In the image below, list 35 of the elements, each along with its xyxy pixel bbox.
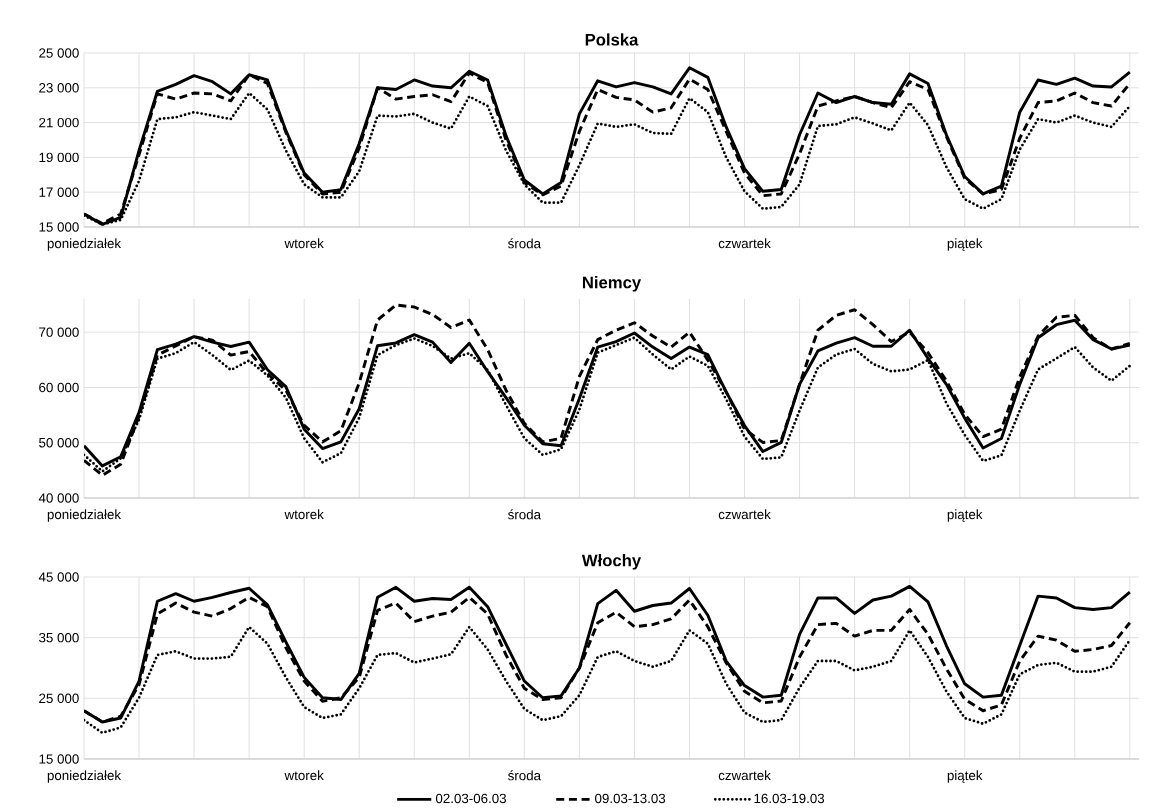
- x-tick-label: czwartek: [718, 238, 771, 249]
- chart-title: Polska: [585, 33, 639, 46]
- y-tick-label: 45 000: [38, 572, 79, 582]
- y-tick-label: 50 000: [39, 438, 79, 448]
- y-tick-label: 35 000: [39, 632, 79, 643]
- x-tick-label: czwartek: [718, 509, 771, 520]
- x-tick-label: wtorek: [284, 770, 324, 781]
- x-tick-label: środa: [508, 509, 542, 520]
- x-tick-label: poniedziałek: [47, 238, 122, 251]
- y-tick-label: 15 000: [39, 222, 79, 232]
- x-tick-label: poniedziałek: [47, 509, 122, 522]
- x-tick-label: piątek: [947, 509, 983, 522]
- y-tick-label: 17 000: [39, 187, 79, 197]
- legend-label: 02.03-06.03: [435, 793, 506, 804]
- y-tick-label: 25 000: [39, 48, 79, 58]
- y-tick-label: 25 000: [39, 693, 79, 704]
- y-tick-label: 21 000: [39, 117, 79, 128]
- y-tick-label: 70 000: [39, 327, 79, 337]
- x-tick-label: poniedziałek: [47, 770, 122, 783]
- legend-label: 09.03-13.03: [595, 793, 666, 804]
- y-tick-label: 15 000: [39, 754, 79, 764]
- x-tick-label: środa: [508, 238, 542, 249]
- y-tick-label: 23 000: [39, 83, 79, 93]
- x-tick-label: środa: [508, 770, 542, 781]
- x-tick-label: czwartek: [718, 770, 771, 781]
- x-tick-label: wtorek: [284, 238, 324, 249]
- x-tick-label: wtorek: [284, 509, 324, 520]
- x-tick-label: piątek: [947, 770, 983, 783]
- y-tick-label: 40 000: [38, 493, 79, 503]
- legend-label: 16.03-19.03: [754, 793, 825, 804]
- x-tick-label: piątek: [947, 238, 983, 251]
- y-tick-label: 60 000: [39, 382, 79, 393]
- chart-title: Włochy: [581, 554, 642, 570]
- y-tick-label: 19 000: [39, 152, 79, 163]
- chart-title: Niemcy: [582, 276, 642, 292]
